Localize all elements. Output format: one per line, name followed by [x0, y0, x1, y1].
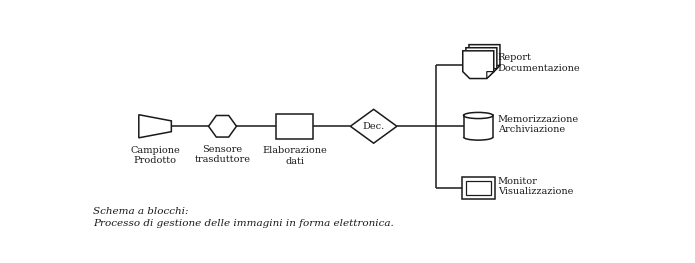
Polygon shape	[490, 69, 497, 75]
Text: Schema a blocchi:: Schema a blocchi:	[93, 207, 188, 216]
Polygon shape	[466, 48, 497, 75]
Text: Elaborazione
dati: Elaborazione dati	[262, 146, 327, 166]
Text: Dec.: Dec.	[363, 122, 385, 131]
Text: Processo di gestione delle immagini in forma elettronica.: Processo di gestione delle immagini in f…	[93, 219, 394, 228]
Polygon shape	[486, 72, 493, 79]
Text: Memorizzazione
Archiviazione: Memorizzazione Archiviazione	[498, 115, 579, 134]
Text: Campione
Prodotto: Campione Prodotto	[130, 145, 180, 165]
Text: Monitor
Visualizzazione: Monitor Visualizzazione	[498, 177, 573, 196]
Polygon shape	[493, 65, 500, 72]
Ellipse shape	[464, 112, 493, 119]
Polygon shape	[469, 45, 500, 72]
Text: Report
Documentazione: Report Documentazione	[498, 53, 580, 73]
Text: Sensore
trasduttore: Sensore trasduttore	[195, 145, 250, 164]
Polygon shape	[463, 51, 493, 79]
